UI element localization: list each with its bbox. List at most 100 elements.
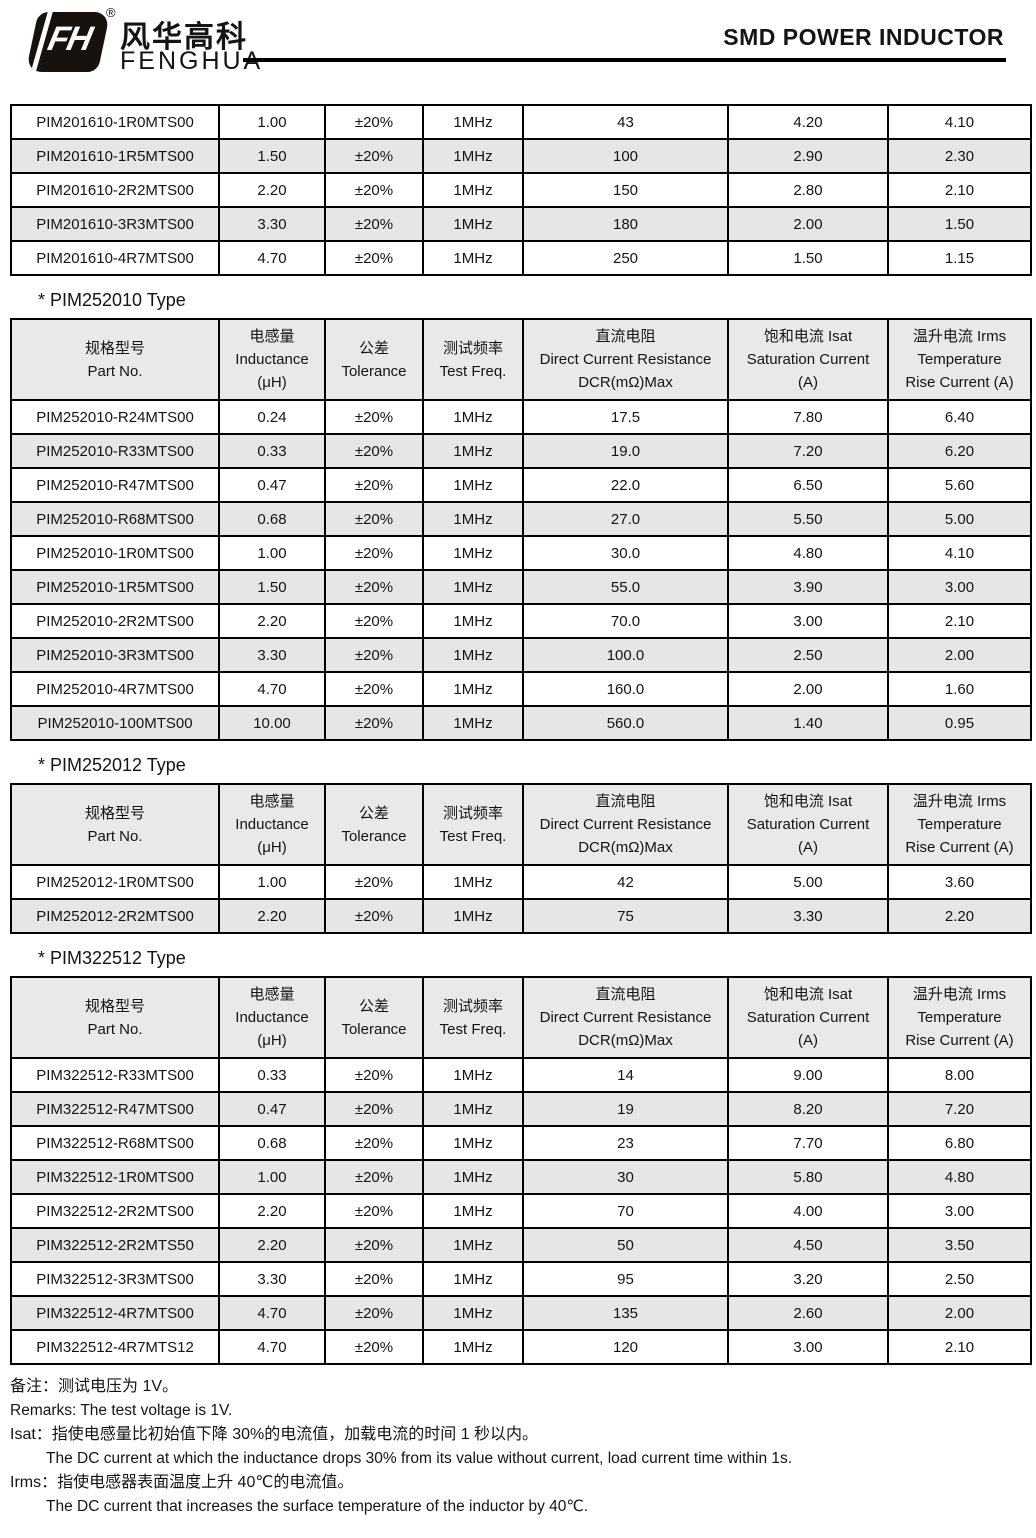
table-header-row: 规格型号 Part No. 电感量 Inductance (μH) 公差 Tolerance…: [10, 318, 1032, 401]
cell-tolerance: ±20%: [324, 104, 424, 140]
table-row: PIM322512-3R3MTS00 3.30 ±20% 1MHz 95 3.20 2.50: [10, 1261, 1032, 1297]
cell-irms: 1.60: [887, 671, 1032, 707]
table-row: PIM252010-2R2MTS00 2.20 ±20% 1MHz 70.0 3.00 2.…: [10, 603, 1032, 639]
table-row: PIM252010-1R5MTS00 1.50 ±20% 1MHz 55.0 3.90 3.…: [10, 569, 1032, 605]
column-header-part-no: 规格型号 Part No.: [10, 976, 220, 1059]
cell-irms: 4.80: [887, 1159, 1032, 1195]
cell-part-no: PIM201610-1R0MTS00: [10, 104, 220, 140]
cell-irms: 6.80: [887, 1125, 1032, 1161]
pim322512-table: 规格型号 Part No. 电感量 Inductance (μH) 公差 Tolerance…: [10, 976, 1032, 1365]
table-row: PIM322512-4R7MTS00 4.70 ±20% 1MHz 135 2.60 2.0…: [10, 1295, 1032, 1331]
column-header-test-freq: 测试频率 Test Freq.: [422, 318, 524, 401]
cell-isat: 3.00: [727, 1329, 889, 1365]
cell-test-freq: 1MHz: [422, 1295, 524, 1331]
cell-inductance: 2.20: [218, 172, 326, 208]
cell-inductance: 0.68: [218, 501, 326, 537]
cell-isat: 3.20: [727, 1261, 889, 1297]
cell-isat: 2.80: [727, 172, 889, 208]
cell-tolerance: ±20%: [324, 1227, 424, 1263]
cell-irms: 1.50: [887, 206, 1032, 242]
cell-irms: 3.00: [887, 569, 1032, 605]
cell-isat: 2.90: [727, 138, 889, 174]
cell-test-freq: 1MHz: [422, 1159, 524, 1195]
cell-isat: 2.60: [727, 1295, 889, 1331]
table-row: PIM201610-1R5MTS00 1.50 ±20% 1MHz 100 2.90 2.3…: [10, 138, 1032, 174]
table-row: PIM252010-3R3MTS00 3.30 ±20% 1MHz 100.0 2.50 2…: [10, 637, 1032, 673]
cell-dcr: 100.0: [522, 637, 729, 673]
cell-inductance: 1.00: [218, 535, 326, 571]
cell-inductance: 1.00: [218, 104, 326, 140]
table-row: PIM252010-R68MTS00 0.68 ±20% 1MHz 27.0 5.50 5.…: [10, 501, 1032, 537]
cell-dcr: 27.0: [522, 501, 729, 537]
cell-irms: 5.60: [887, 467, 1032, 503]
cell-dcr: 30: [522, 1159, 729, 1195]
cell-test-freq: 1MHz: [422, 864, 524, 900]
cell-irms: 4.10: [887, 104, 1032, 140]
cell-tolerance: ±20%: [324, 501, 424, 537]
column-header-dcr: 直流电阻 Direct Current Resistance DCR(mΩ)Max: [522, 783, 729, 866]
cell-tolerance: ±20%: [324, 1329, 424, 1365]
cell-part-no: PIM201610-2R2MTS00: [10, 172, 220, 208]
cell-inductance: 10.00: [218, 705, 326, 741]
cell-dcr: 23: [522, 1125, 729, 1161]
cell-dcr: 19.0: [522, 433, 729, 469]
cell-part-no: PIM252012-1R0MTS00: [10, 864, 220, 900]
column-header-irms: 温升电流 Irms Temperature Rise Current (A): [887, 783, 1032, 866]
cell-inductance: 1.00: [218, 1159, 326, 1195]
cell-dcr: 19: [522, 1091, 729, 1127]
pim201610-table: PIM201610-1R0MTS00 1.00 ±20% 1MHz 43 4.20 4.10…: [10, 104, 1032, 276]
cell-irms: 2.00: [887, 637, 1032, 673]
cell-part-no: PIM252010-R47MTS00: [10, 467, 220, 503]
cell-inductance: 2.20: [218, 603, 326, 639]
cell-irms: 2.20: [887, 898, 1032, 934]
cell-irms: 3.60: [887, 864, 1032, 900]
cell-part-no: PIM252010-R33MTS00: [10, 433, 220, 469]
cell-tolerance: ±20%: [324, 1159, 424, 1195]
table-row: PIM322512-2R2MTS50 2.20 ±20% 1MHz 50 4.50 3.50: [10, 1227, 1032, 1263]
cell-test-freq: 1MHz: [422, 705, 524, 741]
cell-test-freq: 1MHz: [422, 399, 524, 435]
logo-monogram: FH: [44, 20, 95, 58]
column-header-tolerance: 公差 Tolerance: [324, 318, 424, 401]
cell-part-no: PIM252010-4R7MTS00: [10, 671, 220, 707]
page-title: SMD POWER INDUCTOR: [723, 24, 1004, 50]
cell-inductance: 3.30: [218, 1261, 326, 1297]
cell-dcr: 55.0: [522, 569, 729, 605]
cell-test-freq: 1MHz: [422, 569, 524, 605]
cell-tolerance: ±20%: [324, 637, 424, 673]
table-row: PIM252012-2R2MTS00 2.20 ±20% 1MHz 75 3.30 2.20: [10, 898, 1032, 934]
table-row: PIM201610-3R3MTS00 3.30 ±20% 1MHz 180 2.00 1.5…: [10, 206, 1032, 242]
cell-tolerance: ±20%: [324, 671, 424, 707]
remark-test-voltage-en: Remarks: The test voltage is 1V.: [10, 1402, 233, 1419]
cell-dcr: 14: [522, 1057, 729, 1093]
cell-irms: 8.00: [887, 1057, 1032, 1093]
cell-irms: 2.00: [887, 1295, 1032, 1331]
cell-tolerance: ±20%: [324, 535, 424, 571]
cell-part-no: PIM201610-4R7MTS00: [10, 240, 220, 276]
cell-part-no: PIM252010-1R0MTS00: [10, 535, 220, 571]
cell-irms: 2.30: [887, 138, 1032, 174]
cell-tolerance: ±20%: [324, 433, 424, 469]
cell-part-no: PIM322512-4R7MTS00: [10, 1295, 220, 1331]
table-row: PIM252010-4R7MTS00 4.70 ±20% 1MHz 160.0 2.00 1…: [10, 671, 1032, 707]
cell-inductance: 4.70: [218, 671, 326, 707]
cell-isat: 3.30: [727, 898, 889, 934]
cell-tolerance: ±20%: [324, 172, 424, 208]
cell-irms: 7.20: [887, 1091, 1032, 1127]
cell-tolerance: ±20%: [324, 1057, 424, 1093]
column-header-test-freq: 测试频率 Test Freq.: [422, 783, 524, 866]
table-row: PIM252010-R24MTS00 0.24 ±20% 1MHz 17.5 7.80 6.…: [10, 399, 1032, 435]
column-header-test-freq: 测试频率 Test Freq.: [422, 976, 524, 1059]
cell-isat: 1.50: [727, 240, 889, 276]
column-header-isat: 饱和电流 Isat Saturation Current (A): [727, 976, 889, 1059]
cell-dcr: 250: [522, 240, 729, 276]
cell-dcr: 43: [522, 104, 729, 140]
cell-inductance: 0.33: [218, 433, 326, 469]
cell-inductance: 1.50: [218, 569, 326, 605]
cell-test-freq: 1MHz: [422, 637, 524, 673]
cell-irms: 2.10: [887, 603, 1032, 639]
cell-test-freq: 1MHz: [422, 240, 524, 276]
cell-irms: 6.40: [887, 399, 1032, 435]
column-header-dcr: 直流电阻 Direct Current Resistance DCR(mΩ)Max: [522, 318, 729, 401]
cell-isat: 7.70: [727, 1125, 889, 1161]
